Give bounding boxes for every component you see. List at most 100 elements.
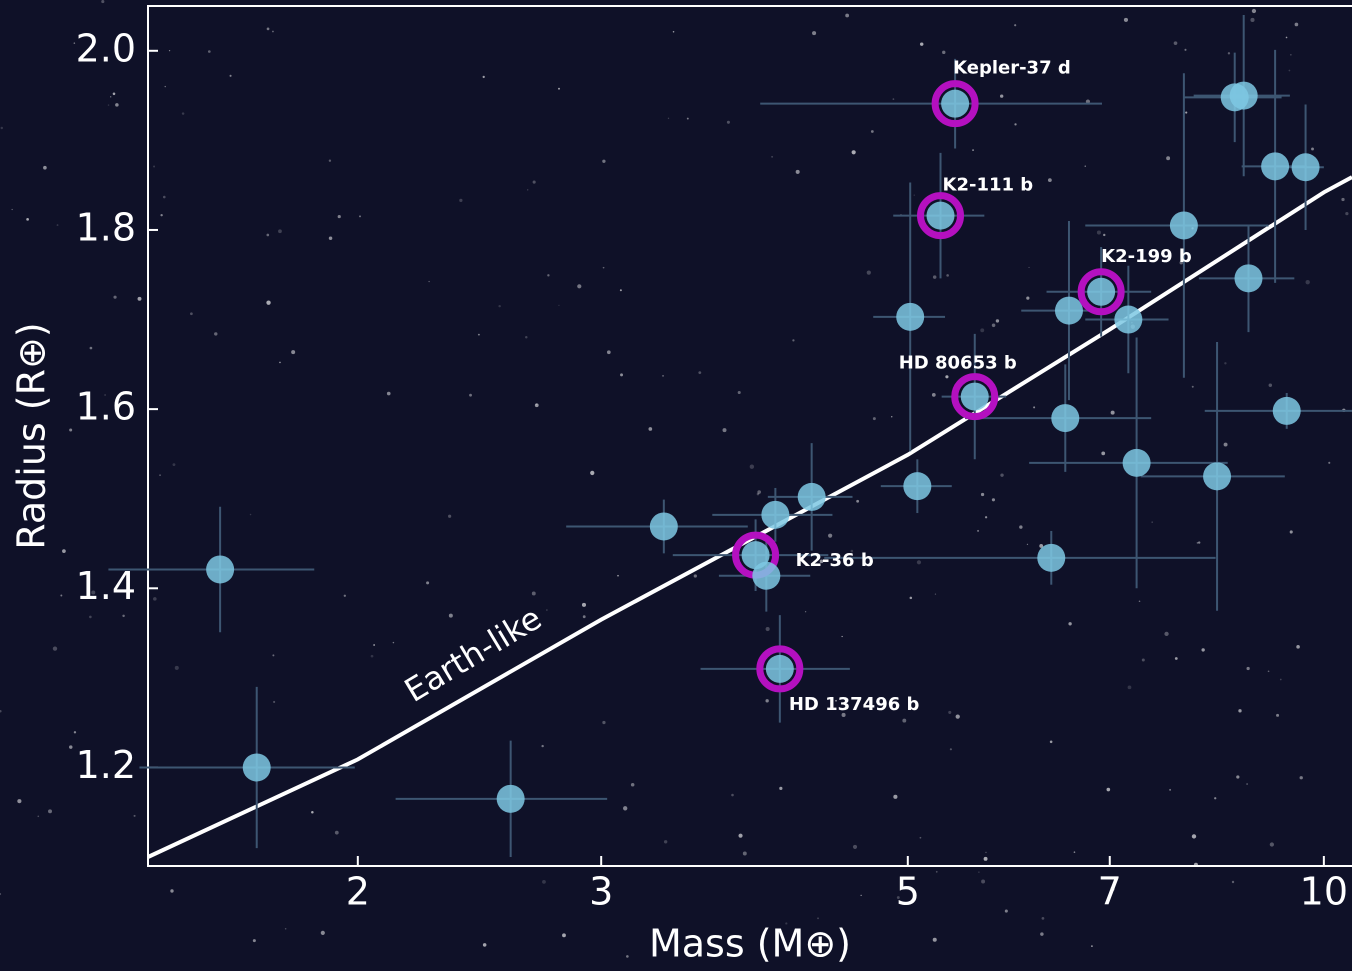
star	[1068, 622, 1071, 625]
star	[920, 42, 923, 45]
star	[985, 852, 986, 853]
star	[12, 209, 13, 210]
star	[329, 237, 332, 240]
star	[623, 806, 627, 810]
star	[1269, 383, 1272, 386]
star	[935, 594, 936, 595]
star	[1345, 212, 1348, 215]
x-tick-label: 5	[896, 870, 920, 914]
star	[946, 274, 949, 277]
star	[942, 51, 945, 54]
star	[972, 149, 974, 151]
star	[1166, 156, 1170, 160]
star	[992, 324, 996, 328]
star	[1306, 280, 1310, 284]
star	[1139, 600, 1141, 602]
star	[311, 811, 314, 814]
star	[1107, 788, 1111, 792]
star	[1000, 94, 1003, 97]
star	[902, 719, 906, 723]
star	[590, 471, 594, 475]
planet-label: K2-36 b	[796, 550, 874, 571]
star	[1185, 111, 1187, 113]
star	[278, 229, 282, 233]
star	[626, 955, 629, 958]
star	[448, 515, 451, 518]
star	[449, 614, 453, 618]
star	[602, 721, 605, 724]
star	[1019, 525, 1022, 528]
star	[110, 96, 111, 97]
star	[1040, 932, 1043, 935]
star	[1198, 541, 1200, 543]
star	[845, 14, 849, 18]
x-tick-label: 10	[1300, 870, 1348, 914]
star	[359, 215, 361, 217]
star	[1286, 37, 1288, 39]
star	[1033, 406, 1035, 408]
star	[766, 627, 770, 631]
planet-point	[1037, 544, 1065, 572]
star	[920, 837, 922, 839]
planet-point	[1123, 449, 1151, 477]
star	[37, 816, 39, 818]
star	[428, 281, 429, 282]
planet-point	[1230, 82, 1258, 110]
star	[182, 112, 184, 114]
star	[60, 595, 62, 597]
planet-point	[1114, 306, 1142, 334]
star	[910, 597, 913, 600]
star	[1074, 851, 1076, 853]
star	[1328, 462, 1330, 464]
star	[175, 666, 179, 670]
star	[159, 474, 160, 475]
star	[828, 534, 832, 538]
star	[546, 609, 547, 610]
star	[1341, 198, 1344, 201]
star	[113, 296, 116, 299]
star	[1246, 783, 1248, 785]
star	[985, 516, 987, 518]
star	[230, 75, 232, 77]
star	[743, 852, 747, 856]
star	[1250, 18, 1254, 22]
star	[1238, 709, 1241, 712]
star	[273, 701, 275, 703]
star	[631, 783, 635, 787]
star	[771, 156, 773, 158]
star	[1, 127, 3, 129]
star	[279, 362, 281, 364]
star	[1184, 49, 1186, 51]
star	[90, 347, 93, 350]
star	[607, 350, 611, 354]
star	[577, 284, 581, 288]
star	[664, 840, 667, 843]
star	[214, 332, 217, 335]
star	[48, 809, 52, 813]
star	[891, 416, 892, 417]
star	[779, 787, 782, 790]
star	[547, 274, 549, 276]
star	[335, 831, 339, 835]
star	[165, 86, 166, 87]
star	[852, 150, 856, 154]
star	[603, 267, 605, 269]
star	[992, 498, 995, 501]
star	[1295, 23, 1299, 27]
star	[812, 31, 816, 35]
planet-point	[798, 483, 826, 511]
background	[0, 0, 1352, 971]
star	[53, 646, 57, 650]
star	[738, 834, 742, 838]
star	[583, 615, 586, 618]
star	[867, 270, 871, 274]
star	[1026, 297, 1029, 300]
star	[558, 88, 560, 90]
star	[668, 118, 669, 119]
star	[1270, 842, 1274, 846]
star	[266, 234, 269, 237]
x-tick-label: 3	[589, 870, 613, 914]
star	[757, 490, 761, 494]
star	[1192, 834, 1196, 838]
star	[617, 575, 619, 577]
